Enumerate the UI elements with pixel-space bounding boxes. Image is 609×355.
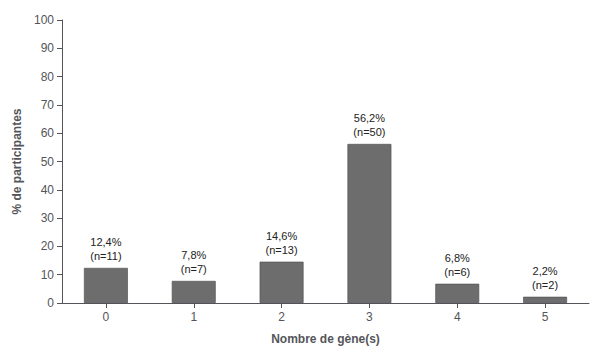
svg-text:1: 1 — [190, 310, 197, 324]
svg-text:2,2%: 2,2% — [533, 265, 558, 277]
svg-text:(n=6): (n=6) — [444, 266, 470, 278]
svg-text:90: 90 — [41, 41, 55, 55]
svg-text:% de participantes: % de participantes — [10, 108, 24, 214]
svg-text:70: 70 — [41, 98, 55, 112]
svg-text:30: 30 — [41, 211, 55, 225]
svg-text:10: 10 — [41, 268, 55, 282]
svg-text:4: 4 — [454, 310, 461, 324]
svg-text:(n=7): (n=7) — [181, 263, 207, 275]
svg-text:20: 20 — [41, 239, 55, 253]
svg-text:100: 100 — [34, 13, 54, 27]
svg-text:(n=50): (n=50) — [353, 126, 385, 138]
svg-text:3: 3 — [366, 310, 373, 324]
svg-text:6,8%: 6,8% — [445, 252, 470, 264]
svg-text:(n=13): (n=13) — [266, 244, 298, 256]
svg-text:5: 5 — [542, 310, 549, 324]
svg-text:0: 0 — [47, 296, 54, 310]
svg-text:12,4%: 12,4% — [90, 236, 121, 248]
svg-text:(n=2): (n=2) — [532, 279, 558, 291]
svg-text:14,6%: 14,6% — [266, 230, 297, 242]
svg-text:0: 0 — [103, 310, 110, 324]
svg-text:56,2%: 56,2% — [354, 112, 385, 124]
svg-text:(n=11): (n=11) — [90, 250, 121, 262]
svg-text:80: 80 — [41, 70, 55, 84]
svg-text:7,8%: 7,8% — [181, 249, 206, 261]
svg-text:60: 60 — [41, 126, 55, 140]
svg-text:40: 40 — [41, 183, 55, 197]
svg-text:50: 50 — [41, 155, 55, 169]
svg-text:Nombre de gène(s): Nombre de gène(s) — [271, 332, 380, 346]
svg-text:2: 2 — [278, 310, 285, 324]
